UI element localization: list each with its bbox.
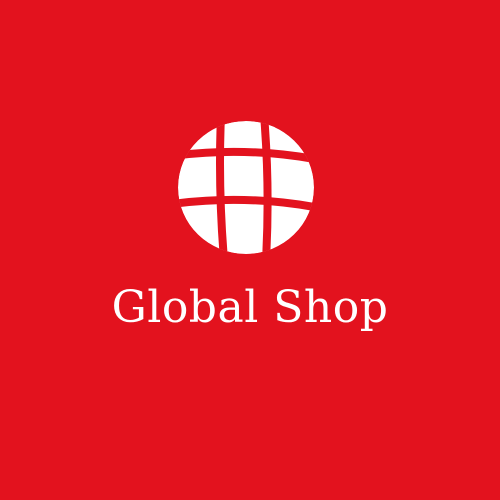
brand-name: Global Shop [111, 282, 389, 333]
globe-icon [177, 120, 315, 255]
